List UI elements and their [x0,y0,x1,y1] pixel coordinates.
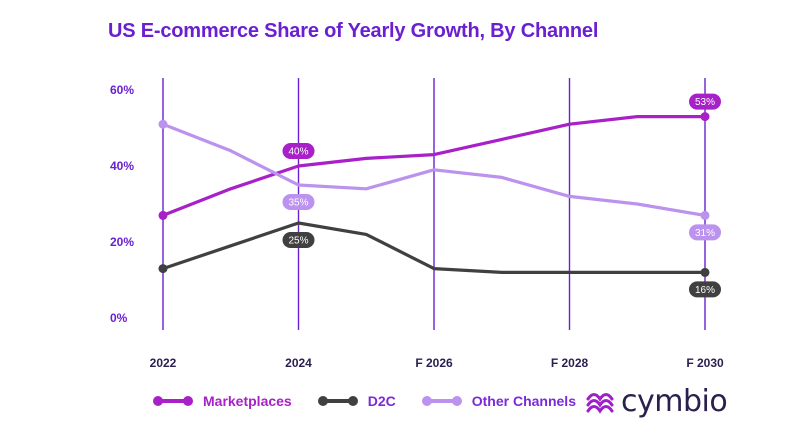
y-tick-label: 20% [110,235,134,249]
legend-label-d2c: D2C [367,393,396,409]
data-label-d2c: 16% [695,285,715,296]
data-label-other-channels: 35% [288,198,308,209]
series-point-marketplaces-start [158,210,168,220]
series-line-other-channels [161,122,707,217]
x-tick-label: F 2028 [551,356,589,370]
chart-title: US E-commerce Share of Yearly Growth, By… [108,20,599,42]
data-label-pill-other-channels [282,194,315,210]
legend-item-d2c: D2C [317,393,396,409]
legend-swatch-other-channels [421,396,462,406]
y-tick-label: 60% [110,83,134,97]
x-tick-label: F 2030 [686,356,724,370]
series-point-d2c-end [700,267,710,277]
series-point-other-channels-start [158,119,168,129]
data-label-pill-other-channels [689,224,721,241]
x-tick-label: 2024 [285,356,312,370]
legend-swatch-marketplaces [153,396,193,406]
data-label-pill-d2c [282,232,315,248]
legend: Marketplaces D2C Other Channels [153,393,576,409]
series-line-marketplaces [161,114,707,217]
x-tick-label: F 2026 [415,356,453,370]
cymbio-logo-icon [586,392,614,414]
legend-swatch-d2c [317,396,358,406]
data-label-other-channels: 31% [695,228,715,239]
data-label-marketplaces: 40% [288,147,308,158]
series-point-marketplaces-end [700,112,710,122]
data-label-pill-d2c [689,281,721,298]
series-line-d2c [161,221,707,274]
legend-item-other-channels: Other Channels [421,393,576,409]
data-label-pill-marketplaces [689,93,721,110]
data-label-pill-marketplaces [282,143,315,159]
cymbio-logo: cymbio [583,384,728,419]
series-point-other-channels-end [700,210,710,220]
y-tick-label: 0% [110,311,128,325]
data-label-marketplaces: 53% [695,97,715,108]
legend-label-other-channels: Other Channels [471,393,576,409]
legend-item-marketplaces: Marketplaces [153,393,292,409]
y-tick-label: 40% [110,159,134,173]
logo-text: cymbio [621,384,728,419]
legend-label-marketplaces: Marketplaces [203,393,292,409]
series-point-d2c-start [158,264,168,274]
data-label-d2c: 25% [288,236,308,247]
x-tick-label: 2022 [150,356,177,370]
